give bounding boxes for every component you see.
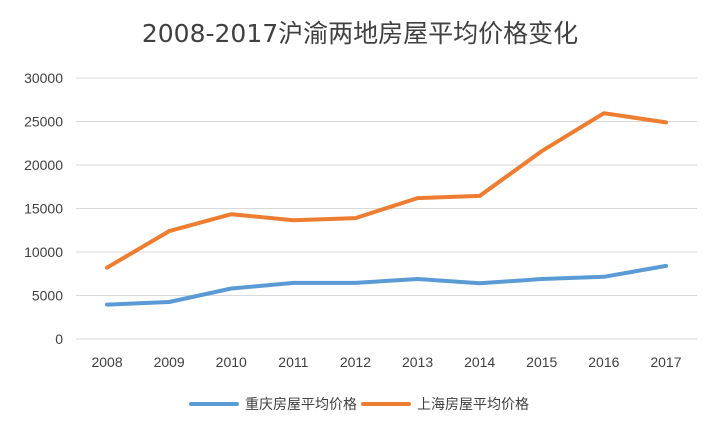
chart-title: 2008-2017沪渝两地房屋平均价格变化 [142, 19, 578, 48]
y-tick-label: 5000 [32, 288, 63, 304]
y-axis-ticks: 0 5000 10000 15000 20000 25000 30000 [24, 70, 63, 347]
legend: 重庆房屋平均价格 上海房屋平均价格 [189, 397, 529, 413]
x-tick-label: 2014 [464, 354, 495, 370]
gridlines [76, 77, 697, 340]
y-tick-label: 10000 [24, 244, 63, 260]
x-tick-label: 2013 [402, 354, 433, 370]
x-tick-label: 2009 [154, 354, 185, 370]
y-tick-label: 0 [55, 331, 63, 347]
x-tick-label: 2008 [91, 354, 122, 370]
x-tick-label: 2012 [340, 354, 371, 370]
x-tick-label: 2010 [216, 354, 247, 370]
y-tick-label: 15000 [24, 201, 63, 217]
x-tick-label: 2011 [278, 354, 308, 370]
y-tick-label: 30000 [24, 70, 63, 86]
x-tick-label: 2017 [650, 354, 681, 370]
series-line-2 [105, 111, 668, 270]
legend-label-1: 重庆房屋平均价格 [245, 397, 357, 413]
y-tick-label: 25000 [24, 114, 63, 130]
x-axis-ticks: 2008 2009 2010 2011 2012 2013 2014 2015 2016 2017 [91, 354, 681, 370]
series-lines [105, 111, 668, 307]
x-tick-label: 2015 [526, 354, 557, 370]
x-tick-label: 2016 [588, 354, 619, 370]
series-line-1 [105, 263, 668, 307]
legend-label-2: 上海房屋平均价格 [417, 397, 529, 413]
y-tick-label: 20000 [24, 157, 63, 173]
